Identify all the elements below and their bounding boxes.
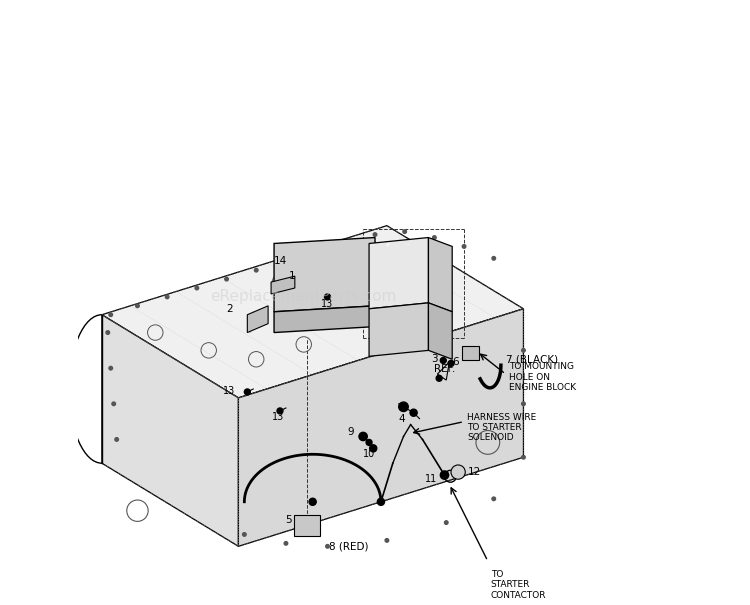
Circle shape bbox=[383, 241, 393, 251]
Circle shape bbox=[370, 445, 376, 452]
Circle shape bbox=[366, 439, 372, 445]
Circle shape bbox=[374, 233, 376, 237]
Text: 13: 13 bbox=[272, 412, 284, 422]
Text: 1: 1 bbox=[289, 271, 296, 281]
Circle shape bbox=[440, 358, 446, 364]
Text: 11: 11 bbox=[425, 474, 437, 484]
Text: TO MOUNTING
HOLE ON
ENGINE BLOCK: TO MOUNTING HOLE ON ENGINE BLOCK bbox=[509, 362, 576, 392]
Text: 2: 2 bbox=[226, 304, 232, 314]
Circle shape bbox=[410, 409, 417, 416]
Text: 3: 3 bbox=[431, 355, 438, 364]
Circle shape bbox=[377, 499, 385, 505]
Circle shape bbox=[462, 244, 466, 248]
Circle shape bbox=[399, 402, 408, 411]
Polygon shape bbox=[271, 276, 295, 294]
Circle shape bbox=[284, 541, 288, 545]
Text: 5: 5 bbox=[285, 515, 292, 525]
Text: 4: 4 bbox=[398, 414, 405, 424]
Circle shape bbox=[359, 433, 368, 440]
Circle shape bbox=[309, 499, 316, 505]
Circle shape bbox=[492, 497, 496, 500]
Text: 13: 13 bbox=[321, 299, 334, 309]
Circle shape bbox=[112, 402, 116, 405]
Circle shape bbox=[195, 286, 199, 290]
Circle shape bbox=[451, 465, 465, 479]
FancyBboxPatch shape bbox=[462, 346, 479, 361]
Circle shape bbox=[522, 348, 525, 352]
Circle shape bbox=[522, 402, 525, 405]
Text: TO
STARTER
CONTACTOR: TO STARTER CONTACTOR bbox=[490, 570, 546, 600]
Circle shape bbox=[284, 260, 288, 263]
Circle shape bbox=[326, 544, 329, 548]
Circle shape bbox=[433, 236, 436, 240]
Circle shape bbox=[242, 532, 246, 536]
Polygon shape bbox=[274, 306, 375, 333]
Polygon shape bbox=[428, 238, 452, 312]
Polygon shape bbox=[102, 315, 238, 546]
Text: +: + bbox=[384, 242, 390, 248]
Circle shape bbox=[106, 331, 109, 335]
Circle shape bbox=[385, 538, 388, 542]
Polygon shape bbox=[428, 303, 452, 359]
Text: 14: 14 bbox=[273, 257, 286, 266]
Circle shape bbox=[440, 471, 448, 479]
Circle shape bbox=[445, 521, 448, 525]
Text: 9: 9 bbox=[347, 427, 354, 437]
Circle shape bbox=[436, 375, 442, 381]
Circle shape bbox=[344, 241, 347, 245]
Circle shape bbox=[277, 408, 283, 414]
Text: HARNESS WIRE
TO STARTER
SOLENOID: HARNESS WIRE TO STARTER SOLENOID bbox=[467, 413, 536, 442]
Polygon shape bbox=[369, 238, 428, 309]
Circle shape bbox=[325, 294, 331, 300]
Circle shape bbox=[136, 304, 140, 307]
Circle shape bbox=[166, 295, 169, 299]
Circle shape bbox=[403, 230, 406, 234]
Circle shape bbox=[109, 313, 112, 316]
Polygon shape bbox=[369, 303, 428, 356]
Text: 10: 10 bbox=[363, 450, 375, 459]
Circle shape bbox=[109, 367, 112, 370]
Polygon shape bbox=[238, 309, 524, 546]
Circle shape bbox=[448, 361, 454, 367]
Circle shape bbox=[314, 250, 317, 254]
Text: 7 (BLACK): 7 (BLACK) bbox=[506, 355, 558, 364]
Polygon shape bbox=[274, 238, 375, 312]
Circle shape bbox=[522, 456, 525, 459]
Text: 12: 12 bbox=[468, 467, 481, 477]
Text: 6: 6 bbox=[452, 357, 459, 367]
Circle shape bbox=[115, 437, 118, 441]
Text: REF.: REF. bbox=[434, 364, 456, 374]
FancyBboxPatch shape bbox=[294, 515, 320, 535]
Circle shape bbox=[244, 389, 250, 395]
Text: eReplacementParts.com: eReplacementParts.com bbox=[211, 289, 397, 304]
Circle shape bbox=[492, 257, 496, 260]
Polygon shape bbox=[102, 226, 524, 398]
Circle shape bbox=[403, 241, 412, 250]
Circle shape bbox=[225, 277, 228, 281]
Polygon shape bbox=[248, 306, 268, 333]
Text: -: - bbox=[407, 241, 410, 247]
Text: 13: 13 bbox=[224, 386, 236, 396]
Text: 8 (RED): 8 (RED) bbox=[328, 541, 368, 551]
Circle shape bbox=[254, 269, 258, 272]
